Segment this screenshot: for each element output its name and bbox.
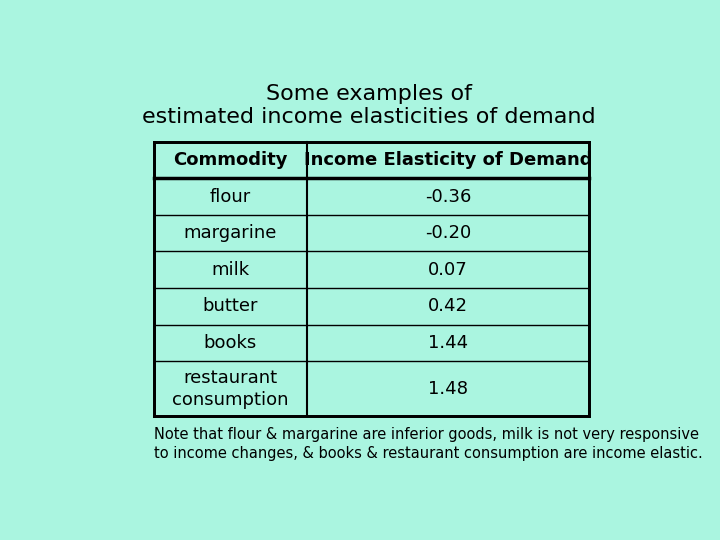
Text: 0.42: 0.42 — [428, 298, 468, 315]
Text: milk: milk — [211, 261, 249, 279]
Text: Some examples of
estimated income elasticities of demand: Some examples of estimated income elasti… — [142, 84, 596, 127]
Text: Income Elasticity of Demand: Income Elasticity of Demand — [304, 151, 593, 169]
Text: restaurant
consumption: restaurant consumption — [172, 369, 289, 409]
Text: 1.44: 1.44 — [428, 334, 468, 352]
Text: flour: flour — [210, 187, 251, 206]
Text: Note that flour & margarine are inferior goods, milk is not very responsive
to i: Note that flour & margarine are inferior… — [154, 427, 703, 461]
Text: butter: butter — [202, 298, 258, 315]
Text: -0.36: -0.36 — [425, 187, 471, 206]
Text: 0.07: 0.07 — [428, 261, 468, 279]
Text: 1.48: 1.48 — [428, 380, 468, 397]
Text: -0.20: -0.20 — [425, 224, 471, 242]
Text: Commodity: Commodity — [173, 151, 287, 169]
Text: margarine: margarine — [184, 224, 277, 242]
Text: books: books — [204, 334, 257, 352]
